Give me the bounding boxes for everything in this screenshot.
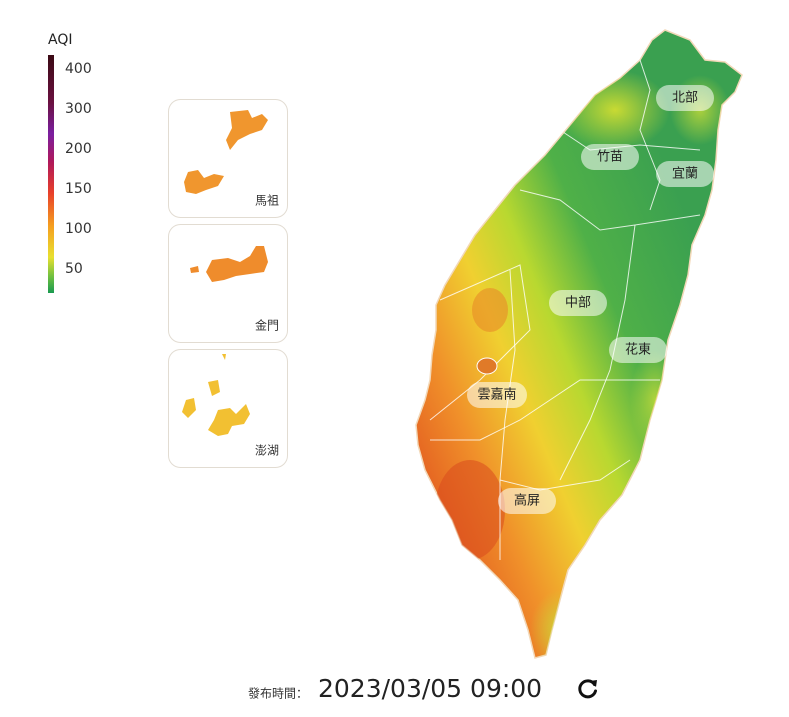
legend-tick: 150 bbox=[65, 181, 92, 197]
inset-kinmen[interactable]: 金門 bbox=[168, 224, 288, 343]
legend-tick: 300 bbox=[65, 101, 92, 117]
region-label[interactable]: 北部 bbox=[656, 85, 714, 111]
region-name: 宜蘭 bbox=[672, 166, 698, 182]
region-name: 花東 bbox=[625, 342, 651, 358]
island bbox=[226, 110, 268, 150]
inset-label: 金門 bbox=[255, 318, 279, 333]
region-name: 北部 bbox=[672, 91, 698, 106]
island bbox=[208, 404, 250, 436]
legend-tick: 200 bbox=[65, 141, 92, 157]
island bbox=[184, 170, 224, 194]
island bbox=[190, 266, 199, 273]
legend-colorbar bbox=[48, 55, 54, 293]
taiwan-map bbox=[415, 29, 743, 659]
refresh-button[interactable] bbox=[578, 679, 597, 699]
island bbox=[222, 354, 226, 360]
region-label[interactable]: 中部 bbox=[549, 290, 607, 316]
publish-label: 發布時間： bbox=[248, 686, 308, 701]
region-name: 竹苗 bbox=[597, 150, 623, 165]
island bbox=[182, 398, 196, 418]
publish-time: 2023/03/05 09:00 bbox=[318, 674, 542, 703]
region-name: 雲嘉南 bbox=[477, 387, 516, 403]
inset-label: 馬祖 bbox=[255, 193, 279, 208]
region-label[interactable]: 高屏 bbox=[498, 488, 556, 514]
region-label[interactable]: 宜蘭 bbox=[656, 161, 714, 187]
island bbox=[206, 246, 268, 282]
inset-penghu[interactable]: 澎湖 bbox=[168, 349, 288, 468]
legend-title: AQI bbox=[48, 32, 72, 48]
region-label[interactable]: 雲嘉南 bbox=[467, 382, 527, 408]
inset-matsu[interactable]: 馬祖 bbox=[168, 99, 288, 218]
legend-tick: 400 bbox=[65, 61, 92, 77]
region-label[interactable]: 花東 bbox=[609, 337, 667, 363]
legend-tick: 50 bbox=[65, 261, 83, 277]
region-name: 中部 bbox=[565, 296, 591, 311]
island bbox=[208, 380, 220, 396]
legend-tick: 100 bbox=[65, 221, 92, 237]
region-label[interactable]: 竹苗 bbox=[581, 144, 639, 170]
inset-label: 澎湖 bbox=[255, 443, 279, 458]
region-name: 高屏 bbox=[514, 493, 540, 509]
